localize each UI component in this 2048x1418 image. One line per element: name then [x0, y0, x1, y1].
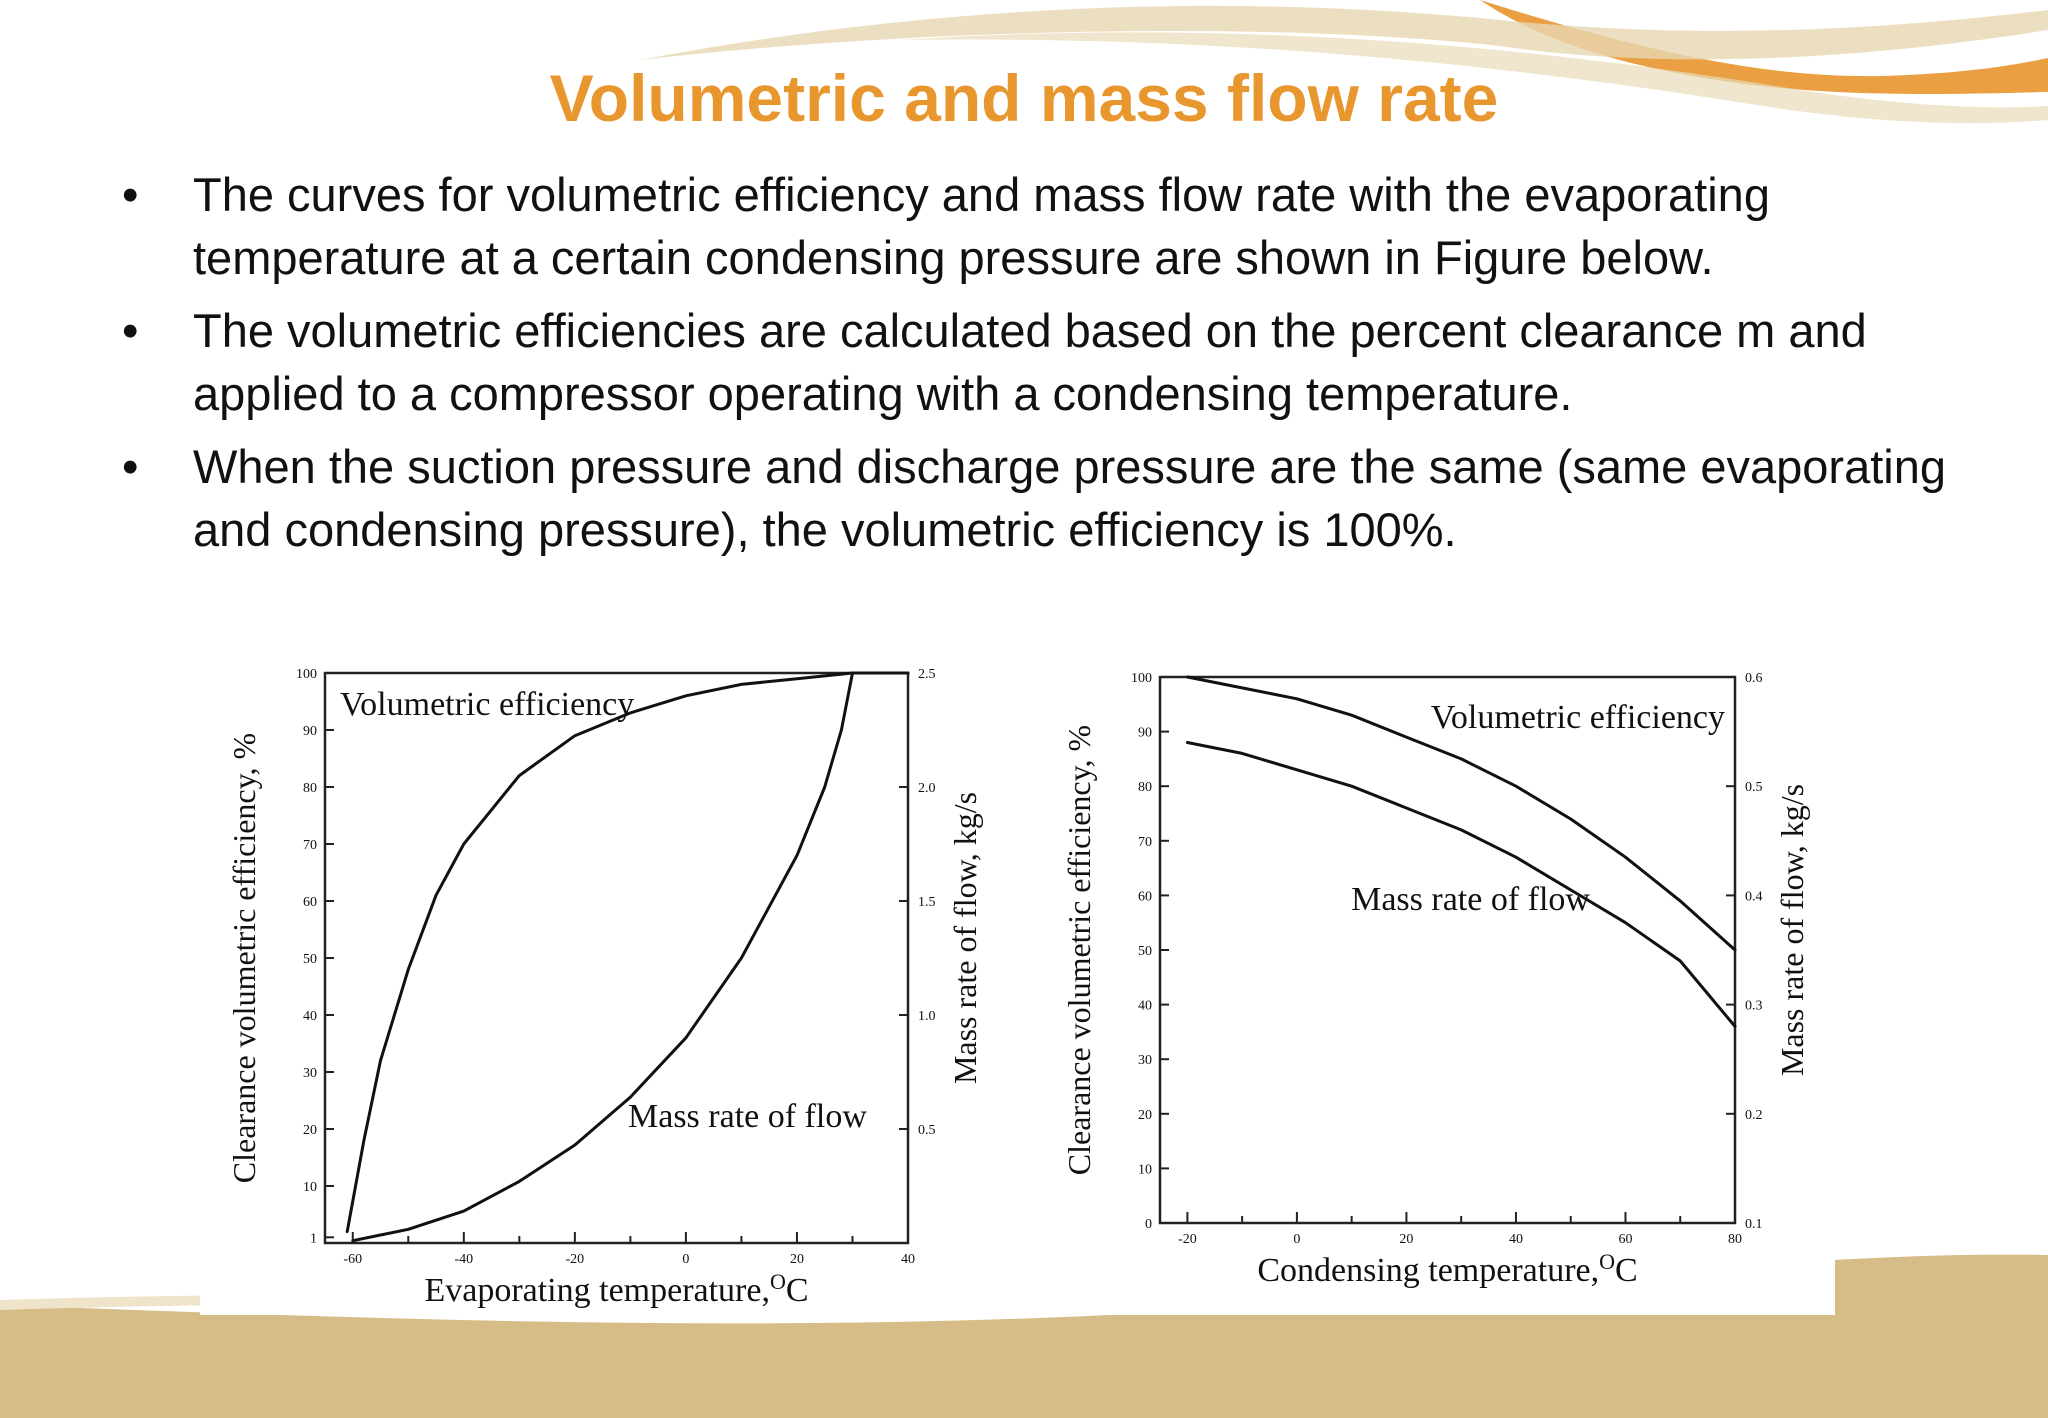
y2-tick-label: 1.0	[918, 1009, 936, 1024]
y-tick-label: 50	[303, 952, 317, 967]
series-label: Mass rate of flow	[628, 1098, 867, 1135]
y-tick-label: 20	[1138, 1108, 1152, 1123]
x-tick-label: 40	[901, 1252, 915, 1267]
y-tick-label: 50	[1138, 944, 1152, 959]
series-line-2	[1185, 741, 1737, 1028]
figure-panel: 100 90 80 70 60 50 40 30 20 10 1 2.5 2.0 1.5 1.0 0.5 -60…	[200, 655, 1835, 1315]
y-tick-label: 0	[1145, 1217, 1152, 1232]
bullet-text: The curves for volumetric efficiency and…	[193, 168, 1770, 284]
x-tick-label: 20	[790, 1252, 804, 1267]
y-tick-label: 10	[303, 1180, 317, 1195]
x-axis-label-text: Condensing temperature,	[1257, 1252, 1599, 1289]
x-axis-unit: C	[786, 1272, 809, 1309]
x-axis-label: Condensing temperature,OC	[1257, 1249, 1637, 1289]
chart-1: 100 90 80 70 60 50 40 30 20 10 1 2.5 2.0 1.5 1.0 0.5 -60…	[226, 667, 983, 1309]
y-tick-label: 1	[310, 1231, 317, 1246]
x-tick-label: -20	[566, 1252, 585, 1267]
y-tick-label: 70	[303, 838, 317, 853]
series-line-1	[1185, 675, 1737, 952]
x-tick-label: -60	[343, 1252, 362, 1267]
y2-tick-label: 1.5	[918, 895, 936, 910]
figure-charts: 10090807060504030201012.52.01.51.00.5-60…	[226, 667, 1810, 1309]
x-axis-unit: C	[1615, 1252, 1638, 1289]
bullet-symbol: •	[122, 304, 139, 357]
y-tick-label: 60	[303, 895, 317, 910]
x-tick-label: -40	[454, 1252, 473, 1267]
series-line-1	[345, 671, 910, 1234]
bullet-text: The volumetric efficiencies are calculat…	[193, 304, 1867, 420]
plot-frame	[1158, 675, 1737, 1225]
y-tick-label: 30	[1138, 1053, 1152, 1068]
y-tick-label: 80	[303, 781, 317, 796]
y2-tick-label: 0.3	[1745, 999, 1763, 1014]
y2-tick-label: 0.2	[1745, 1108, 1763, 1123]
y-tick-label: 100	[296, 667, 317, 682]
y-tick-label: 70	[1138, 835, 1152, 850]
y2-axis-label: Mass rate of flow, kg/s	[947, 792, 983, 1084]
bullet-item: • When the suction pressure and discharge…	[110, 435, 1960, 561]
bullet-item: • The curves for volumetric efficiency an…	[110, 163, 1960, 289]
x-axis-label-text: Evaporating temperature,	[424, 1272, 770, 1309]
bullet-symbol: •	[122, 168, 139, 221]
chart-2: 10090807060504030201000.60.50.40.30.20.1…	[1061, 671, 1810, 1289]
x-tick-label: 20	[1399, 1232, 1413, 1247]
x-tick-label: 80	[1728, 1232, 1742, 1247]
slide-title: Volumetric and mass flow rate	[549, 61, 1499, 135]
y2-tick-label: 2.0	[918, 781, 936, 796]
y2-tick-label: 0.5	[918, 1123, 936, 1138]
y-tick-label: 30	[303, 1066, 317, 1081]
y2-tick-label: 0.6	[1745, 671, 1763, 686]
y2-tick-label: 0.4	[1745, 889, 1763, 904]
bullet-text: When the suction pressure and discharge …	[193, 440, 1946, 556]
y2-tick-label: 0.1	[1745, 1217, 1763, 1232]
y-tick-label: 90	[303, 724, 317, 739]
series-label: Volumetric efficiency	[340, 686, 634, 723]
x-tick-label: 0	[682, 1252, 689, 1267]
y2-tick-label: 2.5	[918, 667, 936, 682]
y2-tick-label: 0.5	[1745, 780, 1763, 795]
series-label: Volumetric efficiency	[1431, 699, 1725, 736]
y-tick-label: 10	[1138, 1162, 1152, 1177]
y-tick-label: 40	[303, 1009, 317, 1024]
y-tick-label: 100	[1131, 671, 1152, 686]
y-axis-label: Clearance volumetric efficiency, %	[226, 733, 262, 1183]
top-tan-swoosh	[640, 5, 2048, 60]
x-tick-label: 60	[1618, 1232, 1632, 1247]
x-axis-label: Evaporating temperature,OC	[424, 1269, 808, 1309]
x-tick-label: 0	[1293, 1232, 1300, 1247]
y-tick-label: 40	[1138, 999, 1152, 1014]
bullet-item: • The volumetric efficiencies are calcula…	[110, 299, 1960, 425]
y2-axis-label: Mass rate of flow, kg/s	[1774, 784, 1810, 1076]
y-axis-label: Clearance volumetric efficiency, %	[1061, 725, 1097, 1175]
y-tick-label: 20	[303, 1123, 317, 1138]
y-tick-label: 60	[1138, 889, 1152, 904]
series-line-2	[351, 671, 910, 1243]
x-axis-unit-superscript: O	[770, 1269, 786, 1294]
y-tick-label: 80	[1138, 780, 1152, 795]
series-label: Mass rate of flow	[1351, 881, 1590, 918]
bullet-list: • The curves for volumetric efficiency an…	[110, 163, 1960, 571]
top-tan-swoosh-2	[900, 32, 2048, 124]
x-axis-unit-superscript: O	[1599, 1249, 1615, 1274]
x-tick-label: -20	[1178, 1232, 1197, 1247]
bullet-symbol: •	[122, 440, 139, 493]
y-tick-label: 90	[1138, 726, 1152, 741]
x-tick-label: 40	[1509, 1232, 1523, 1247]
